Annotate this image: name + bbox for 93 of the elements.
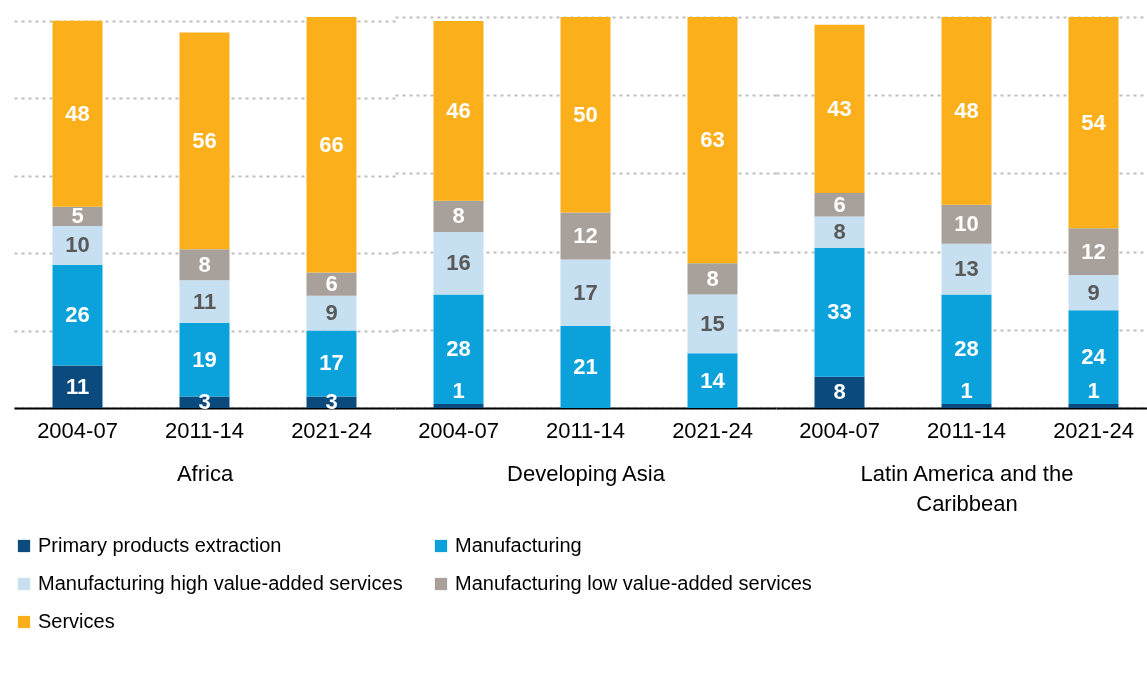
bar (1068, 310, 1119, 405)
bar (560, 17, 611, 213)
bar (1068, 228, 1119, 276)
bar (1068, 404, 1119, 408)
data-label: 8 (706, 265, 719, 291)
legend-label: Manufacturing low value-added services (455, 572, 812, 594)
data-label: 13 (954, 256, 979, 282)
data-label: 11 (192, 288, 217, 314)
data-label: 66 (319, 131, 344, 157)
x-tick-label: 2011-14 (545, 417, 626, 443)
data-label: 48 (65, 100, 90, 126)
bar (433, 404, 484, 408)
bar (433, 232, 484, 295)
data-label: 8 (452, 203, 465, 229)
data-label: 1 (960, 378, 973, 404)
x-axis-title: Latin America and the Caribbean (860, 460, 1074, 516)
bar (687, 294, 738, 354)
data-label: 56 (192, 127, 217, 153)
data-label: 50 (573, 101, 598, 127)
data-label: 21 (573, 353, 598, 379)
data-label: 26 (65, 302, 90, 328)
bar (433, 200, 484, 233)
bar (687, 353, 738, 408)
data-label: 10 (65, 232, 90, 258)
data-label: 8 (833, 379, 846, 405)
bar (941, 404, 992, 408)
data-label: 9 (1087, 279, 1100, 305)
bar (814, 24, 865, 193)
data-label: 12 (1081, 238, 1106, 264)
data-label: 3 (198, 389, 211, 415)
x-tick-label: 2004-07 (418, 417, 499, 443)
data-label: 3 (325, 389, 338, 415)
data-label: 8 (833, 219, 846, 245)
bar (52, 365, 103, 408)
bar (433, 294, 484, 405)
data-label: 12 (573, 222, 598, 248)
bar (941, 17, 992, 205)
bar (687, 17, 738, 264)
data-label: 6 (833, 191, 846, 217)
x-axis-title: Africa (176, 460, 234, 486)
data-label: 46 (446, 97, 471, 123)
data-label: 5 (71, 203, 84, 229)
data-label: 19 (192, 346, 217, 372)
x-tick-label: 2011-14 (164, 417, 245, 443)
data-label: 28 (446, 336, 471, 362)
x-tick-label: 2004-07 (799, 417, 880, 443)
bar (306, 295, 357, 331)
x-tick-label: 2021-24 (672, 417, 753, 443)
data-label: 14 (700, 367, 726, 393)
legend-label: Services (38, 610, 115, 632)
bar (52, 20, 103, 207)
x-tick-label: 2004-07 (37, 417, 118, 443)
legend-label: Manufacturing high value-added services (38, 572, 403, 594)
data-label: 17 (319, 350, 344, 376)
data-label: 10 (954, 211, 979, 237)
data-label: 1 (452, 378, 465, 404)
bar (560, 325, 611, 408)
bar (306, 17, 357, 273)
data-label: 24 (1081, 344, 1107, 370)
bar (941, 243, 992, 295)
data-label: 1 (1087, 378, 1100, 404)
legend-label: Manufacturing (455, 534, 582, 556)
data-label: 43 (827, 95, 852, 121)
data-label: 9 (325, 300, 338, 326)
data-label: 8 (198, 251, 211, 277)
data-label: 17 (573, 279, 598, 305)
bar (1068, 17, 1119, 229)
data-label: 16 (446, 250, 471, 276)
data-label: 33 (827, 299, 852, 325)
legend-label: Primary products extraction (38, 534, 282, 556)
bar (52, 264, 103, 366)
data-label: 11 (65, 373, 90, 399)
bar (687, 263, 738, 295)
x-tick-label: 2011-14 (926, 417, 1007, 443)
x-tick-label: 2021-24 (291, 417, 372, 443)
data-label: 15 (700, 310, 725, 336)
bar (1068, 275, 1119, 311)
data-label: 28 (954, 336, 979, 362)
bar (941, 294, 992, 405)
bar (560, 259, 611, 326)
x-axis-title: Developing Asia (507, 460, 666, 486)
bar (814, 376, 865, 408)
data-label: 6 (325, 271, 338, 297)
data-label: 63 (700, 127, 725, 153)
bar (814, 247, 865, 377)
bar (814, 216, 865, 248)
bar (179, 280, 230, 323)
bar (179, 32, 230, 250)
bar (433, 20, 484, 201)
x-tick-label: 2021-24 (1053, 417, 1134, 443)
bar (179, 249, 230, 281)
data-label: 48 (954, 97, 979, 123)
data-label: 54 (1081, 109, 1107, 135)
